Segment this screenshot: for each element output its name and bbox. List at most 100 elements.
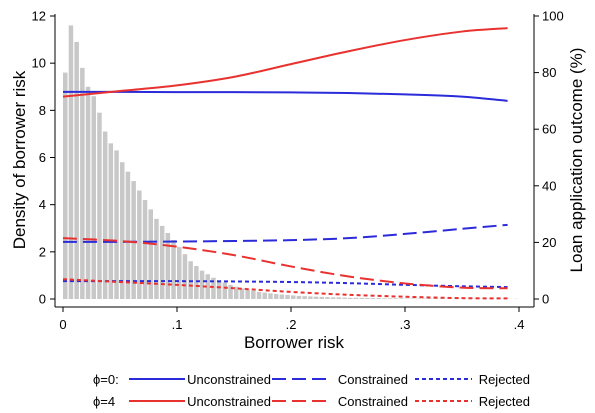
y-left-tick-label: 8 <box>39 103 46 118</box>
histogram-bar <box>194 265 199 299</box>
y-right-tick-label: 40 <box>542 178 556 193</box>
histogram-bar <box>365 298 370 299</box>
histogram-bar <box>256 291 262 299</box>
legend-label: Rejected <box>479 372 530 387</box>
histogram-bar <box>313 296 319 299</box>
histogram-bar <box>342 297 347 299</box>
y-right-tick-label: 0 <box>542 292 549 307</box>
histogram-bar <box>399 298 404 299</box>
histogram-bar <box>80 67 85 299</box>
histogram-bar <box>336 297 342 299</box>
histogram-bar <box>348 297 353 299</box>
histogram-bar <box>393 298 399 299</box>
histogram-bar <box>182 254 188 299</box>
histogram-bar <box>268 293 273 299</box>
histogram-bar <box>159 225 165 299</box>
histogram-bar <box>74 41 79 299</box>
x-tick-label: .1 <box>172 317 183 332</box>
histogram-bar <box>330 297 336 299</box>
histogram-bar <box>108 143 114 299</box>
histogram-bar <box>279 294 285 299</box>
x-tick-label: .2 <box>286 317 297 332</box>
histogram-bar <box>199 270 205 299</box>
histogram-bar <box>353 297 359 299</box>
histogram-bar <box>302 296 307 299</box>
histogram-bar <box>216 280 222 299</box>
y-right-tick-label: 80 <box>542 65 556 80</box>
histogram-bar <box>188 261 193 299</box>
histogram-bar <box>296 295 302 299</box>
y-left-tick-label: 2 <box>39 244 46 259</box>
histogram-bar <box>171 240 176 299</box>
series-line-rejected-phi0 <box>63 280 508 289</box>
histogram-bar <box>91 96 96 300</box>
x-tick-label: 0 <box>59 317 66 332</box>
legend-label: Constrained <box>338 372 408 387</box>
legend-label: Rejected <box>479 394 530 409</box>
histogram-bar <box>262 292 267 299</box>
histogram-bar <box>382 298 387 299</box>
series-line-unconstrained-phi0 <box>62 90 508 102</box>
histogram-bar <box>308 296 313 299</box>
histogram-bar <box>319 296 324 299</box>
histogram-bar <box>251 290 256 299</box>
histogram-bar <box>177 247 182 299</box>
histogram-bar <box>211 277 216 299</box>
legend-items: Unconstrained Constrained Rejected Unconstr… <box>129 372 530 409</box>
histogram-bar <box>325 297 330 299</box>
series-line-unconstrained-phi4 <box>62 27 508 98</box>
y-right-axis-title: Loan application outcome (%) <box>567 48 586 273</box>
histogram-bar <box>97 112 102 299</box>
x-tick-label: .4 <box>514 317 525 332</box>
histogram-bar <box>102 131 108 299</box>
histogram-bar <box>114 150 119 299</box>
histogram-bar <box>370 298 376 299</box>
histogram-bar <box>154 218 159 299</box>
histogram-bar <box>234 286 239 299</box>
series-lines <box>62 27 508 300</box>
histogram-bar <box>165 232 171 299</box>
histogram-bar <box>68 25 74 300</box>
x-tick-label: .3 <box>400 317 411 332</box>
legend-row-label-phi0: ϕ=0: <box>93 372 119 387</box>
legend-row-label-phi4: ϕ=4 <box>93 394 115 409</box>
histogram-bar <box>131 181 136 299</box>
histogram-bar <box>387 298 393 299</box>
y-left-tick-label: 0 <box>39 292 46 307</box>
histogram-bar <box>285 294 290 299</box>
histogram-bar <box>142 199 148 299</box>
y-left-axis-title: Density of borrower risk <box>10 70 29 249</box>
histogram-bar <box>376 298 381 299</box>
y-left-tick-label: 10 <box>32 56 46 71</box>
histogram-bar <box>120 162 125 299</box>
histogram-bar <box>273 294 279 299</box>
histogram-bar <box>63 72 68 299</box>
legend-label: Unconstrained <box>187 394 271 409</box>
axis-ticks: 0 .1 .2 .3 .4 0 2 4 6 8 10 12 0 20 40 60 80 100 <box>32 9 564 333</box>
histogram-bar <box>222 282 228 299</box>
series-line-constrained-phi4 <box>62 237 508 290</box>
legend-label: Constrained <box>338 394 408 409</box>
histogram-bar <box>85 86 91 299</box>
histogram-bar <box>125 171 131 299</box>
y-right-tick-label: 100 <box>542 9 564 24</box>
series-line-rejected-phi4 <box>62 278 508 300</box>
histogram-bar <box>359 297 364 299</box>
x-axis-title: Borrower risk <box>244 333 345 352</box>
y-left-tick-label: 4 <box>39 197 46 212</box>
histogram-bar <box>245 289 250 299</box>
histogram-bar <box>205 274 210 299</box>
histogram-bar <box>148 209 153 299</box>
histogram-bars <box>63 25 518 300</box>
legend-label: Unconstrained <box>187 372 271 387</box>
histogram-bar <box>239 288 245 299</box>
legend: ϕ=0: ϕ=4 Unconstrained Constrained Rejecte… <box>93 372 530 409</box>
y-left-tick-label: 6 <box>39 150 46 165</box>
y-right-tick-label: 20 <box>542 235 556 250</box>
histogram-bar <box>228 284 233 299</box>
y-right-tick-label: 60 <box>542 122 556 137</box>
y-left-tick-label: 12 <box>32 9 46 24</box>
histogram-bar <box>291 295 296 299</box>
histogram-bar <box>137 190 142 299</box>
